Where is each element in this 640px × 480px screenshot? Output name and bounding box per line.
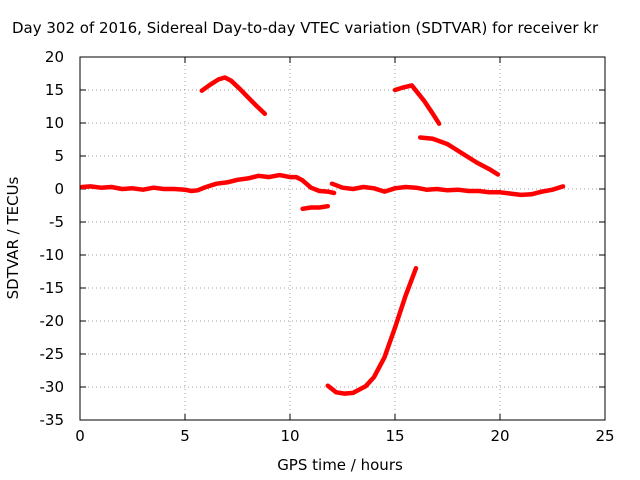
y-tick-label: 15	[45, 81, 64, 99]
tick-labels: 0 5 10 15 20 25 -35 -30 -25 -20 -15 -10 -5 0 5 10 15 20	[40, 48, 615, 445]
y-axis-label: SDTVAR / TECUs	[4, 176, 22, 299]
series-segment-3	[300, 203, 331, 212]
y-tick-label: 0	[54, 180, 64, 198]
y-tick-label: -35	[40, 411, 65, 429]
series-group	[79, 75, 566, 396]
series-segment-4	[199, 75, 268, 117]
grid-lines	[80, 57, 605, 420]
x-tick-label: 10	[280, 427, 299, 445]
y-tick-label: 5	[54, 147, 64, 165]
x-tick-label: 15	[385, 427, 404, 445]
y-tick-label: -10	[40, 246, 65, 264]
y-tick-label: -20	[40, 312, 65, 330]
x-axis-label: GPS time / hours	[277, 456, 403, 474]
y-tick-label: -15	[40, 279, 65, 297]
series-segment-5	[392, 83, 442, 126]
series-baseline-1	[79, 172, 337, 196]
y-tick-label: 20	[45, 48, 64, 66]
axis-ticks	[79, 56, 606, 421]
x-tick-label: 20	[490, 427, 509, 445]
y-tick-label: 10	[45, 114, 64, 132]
y-tick-label: -25	[40, 345, 65, 363]
plot-frame	[79, 56, 606, 421]
x-tick-label: 5	[180, 427, 190, 445]
x-tick-label: 25	[595, 427, 614, 445]
chart-title: Day 302 of 2016, Sidereal Day-to-day VTE…	[12, 19, 599, 37]
series-segment-6	[417, 135, 501, 177]
series-baseline-2	[329, 181, 566, 198]
x-tick-label: 0	[75, 427, 85, 445]
series-segment-7	[325, 265, 419, 396]
y-tick-label: -5	[49, 213, 64, 231]
y-tick-label: -30	[40, 378, 65, 396]
